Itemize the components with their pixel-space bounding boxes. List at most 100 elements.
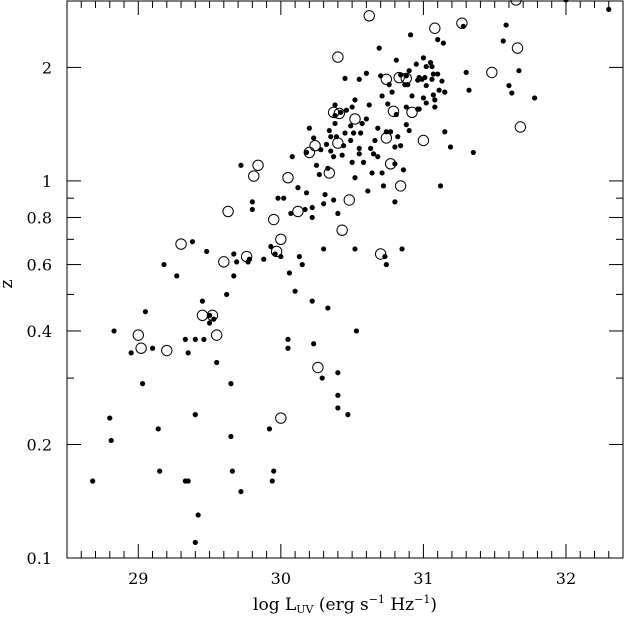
filled-circle-point — [228, 381, 234, 387]
open-circle-point — [175, 238, 187, 250]
filled-circle-point — [406, 68, 412, 74]
filled-circle-point — [447, 144, 454, 150]
filled-circle-point — [392, 161, 398, 167]
filled-circle-point — [439, 78, 445, 84]
filled-circle-point — [214, 359, 220, 366]
open-circle-point — [135, 342, 147, 354]
filled-circle-point — [606, 6, 612, 13]
filled-circle-point — [430, 71, 436, 77]
open-circle-point — [336, 224, 348, 236]
open-circle-point — [394, 180, 407, 192]
filled-circle-point — [157, 468, 163, 474]
filled-circle-point — [359, 120, 365, 127]
filled-circle-point — [204, 248, 210, 255]
y-tick-label: 0.2 — [27, 435, 52, 454]
filled-circle-point — [416, 106, 422, 112]
filled-circle-point — [323, 141, 330, 147]
open-circle-point — [323, 167, 336, 179]
open-circle-point — [252, 159, 264, 172]
filled-circle-point — [309, 298, 315, 304]
filled-circle-point — [407, 32, 414, 38]
open-circle-point — [210, 329, 223, 341]
open-circle-point — [380, 73, 393, 85]
filled-circle-point — [343, 107, 350, 113]
x-axis-title: log LUV (erg s−1 Hz−1) — [253, 593, 437, 616]
open-circle-point — [406, 106, 418, 119]
filled-circle-point — [437, 183, 444, 189]
open-circle-point — [384, 158, 397, 170]
filled-circle-point — [435, 71, 441, 77]
open-circle-point — [333, 107, 345, 120]
filled-circle-point — [303, 149, 310, 156]
filled-circle-point — [182, 336, 188, 342]
filled-circle-point — [111, 328, 117, 334]
filled-circle-point — [423, 63, 429, 70]
open-circle-point — [206, 309, 219, 322]
filled-circle-point — [363, 116, 369, 122]
filled-circle-point — [326, 127, 332, 134]
filled-circle-point — [342, 130, 348, 136]
open-circle-point — [343, 194, 355, 206]
y-tick-label: 1 — [42, 172, 52, 191]
y-tick-label: 2 — [42, 58, 52, 77]
filled-circle-point — [386, 82, 392, 88]
filled-circle-point — [128, 350, 134, 356]
filled-circle-point — [309, 204, 315, 211]
filled-circle-point — [330, 154, 337, 160]
filled-circle-point — [299, 261, 305, 268]
filled-circle-point — [309, 214, 315, 221]
filled-circle-point — [349, 159, 355, 165]
filled-circle-point — [420, 95, 427, 101]
filled-circle-point — [155, 426, 161, 432]
y-tick-label: 0.4 — [27, 322, 52, 341]
filled-circle-point — [303, 190, 310, 196]
open-circle-point — [309, 139, 321, 152]
open-circle-point — [196, 309, 209, 322]
filled-circle-point — [292, 288, 298, 294]
filled-circle-point — [285, 345, 291, 351]
filled-circle-point — [224, 291, 230, 298]
filled-circle-point — [403, 104, 409, 110]
filled-circle-point — [442, 89, 448, 95]
open-circle-point — [332, 51, 344, 63]
filled-circle-point — [388, 129, 394, 135]
filled-circle-point — [319, 375, 325, 381]
filled-circle-point — [332, 102, 338, 108]
filled-circle-point — [325, 305, 331, 311]
filled-circle-point — [231, 273, 237, 279]
filled-circle-point — [261, 256, 267, 262]
open-circle-point — [380, 132, 393, 144]
filled-circle-point — [321, 201, 327, 207]
filled-circle-point — [246, 256, 253, 262]
filled-circle-point — [339, 152, 345, 158]
filled-circle-point — [90, 478, 96, 484]
filled-circle-point — [174, 273, 180, 279]
filled-circle-point — [532, 95, 538, 101]
filled-circle-point — [463, 69, 469, 75]
filled-circle-point — [289, 154, 295, 160]
filled-circle-point — [352, 97, 358, 103]
x-tick-label: 32 — [556, 569, 576, 588]
filled-circle-point — [413, 61, 419, 67]
plot-frame — [66, 0, 624, 559]
filled-circle-point — [231, 251, 237, 257]
filled-circle-point — [332, 120, 338, 127]
filled-circle-point — [423, 82, 429, 89]
open-circle-point — [363, 10, 375, 22]
filled-circle-point — [313, 162, 320, 168]
filled-circle-point — [432, 97, 438, 103]
open-circle-point — [332, 137, 344, 149]
filled-circle-point — [372, 137, 378, 144]
filled-circle-point — [393, 57, 399, 63]
filled-circle-point — [506, 82, 512, 89]
filled-circle-point — [201, 336, 207, 342]
filled-circle-point — [185, 350, 191, 356]
y-tick-label: 0.1 — [27, 549, 52, 568]
filled-circle-point — [466, 87, 472, 93]
open-circle-point — [486, 66, 498, 79]
filled-circle-point — [342, 75, 348, 82]
filled-circle-point — [420, 55, 427, 61]
filled-circle-point — [370, 151, 377, 157]
filled-circle-point — [108, 437, 114, 444]
